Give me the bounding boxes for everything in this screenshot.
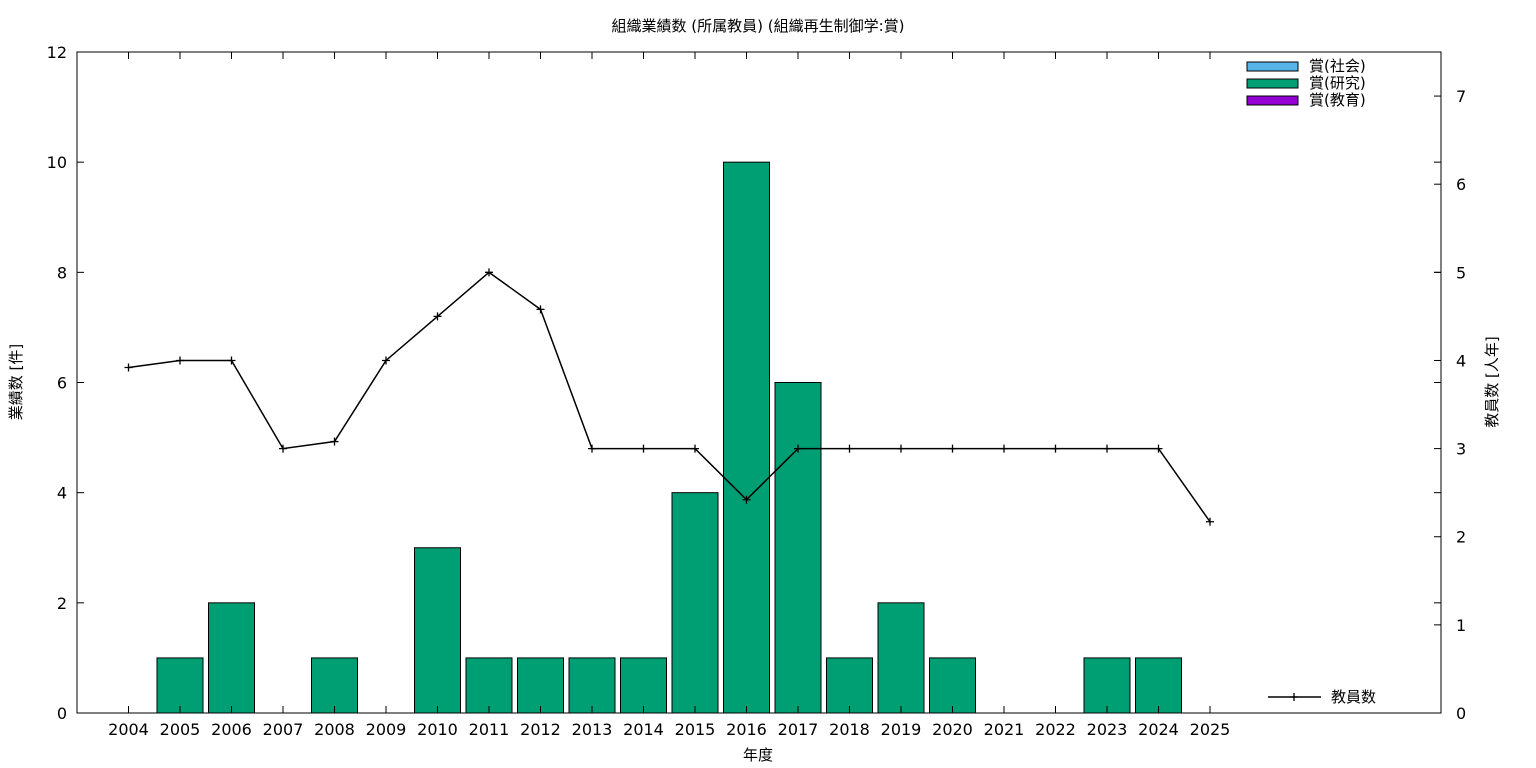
y2-tick-label: 0 [1456, 704, 1466, 723]
line-point-2005 [176, 356, 184, 365]
x-tick-label: 2019 [881, 720, 922, 739]
y2-tick-label: 2 [1456, 528, 1466, 547]
line-series-faculty [128, 271, 1211, 523]
line-point-2023 [1103, 444, 1111, 453]
line-point-2022 [1051, 444, 1060, 453]
x-tick-label: 2014 [623, 720, 664, 739]
line-point-2008 [330, 437, 339, 446]
x-tick-label: 2025 [1190, 720, 1231, 739]
y-tick-label: 8 [57, 263, 67, 282]
line-point-2013 [588, 444, 596, 453]
legend-swatch-1 [1246, 78, 1299, 89]
bar-2011-series-1 [465, 657, 513, 714]
line-point-2025 [1206, 517, 1214, 526]
legend-line-label: 教員数 [1331, 688, 1376, 706]
bar-2008-series-1 [311, 657, 358, 714]
x-tick-label: 2018 [829, 720, 870, 739]
bar-2023-series-1 [1083, 657, 1131, 714]
line-point-2007 [279, 444, 287, 453]
x-tick-label: 2005 [160, 720, 201, 739]
x-tick-label: 2024 [1138, 720, 1179, 739]
x-tick-label: 2015 [675, 720, 716, 739]
line-point-2009 [382, 356, 390, 365]
x-tick-label: 2012 [520, 720, 561, 739]
y2-tick-label: 5 [1456, 263, 1466, 282]
legend-line-marker [1290, 693, 1298, 701]
y-tick-label: 12 [47, 43, 67, 62]
line-point-2019 [897, 444, 905, 453]
x-tick-label: 2004 [108, 720, 149, 739]
bar-2017-series-1 [774, 382, 822, 714]
y2-tick-label: 3 [1456, 440, 1466, 459]
chart-title: 組織業績数 (所属教員) (組織再生制御学:賞) [612, 17, 905, 35]
bar-2019-series-1 [877, 602, 925, 714]
x-tick-label: 2016 [726, 720, 767, 739]
x-tick-label: 2013 [572, 720, 613, 739]
line-point-2024 [1154, 444, 1163, 453]
x-tick-label: 2023 [1087, 720, 1128, 739]
bar-2020-series-1 [929, 657, 976, 714]
line-point-2011 [485, 268, 493, 277]
x-tick-label: 2009 [366, 720, 407, 739]
x-tick-label: 2022 [1035, 720, 1076, 739]
bar-2014-series-1 [620, 657, 667, 714]
x-tick-label: 2007 [263, 720, 304, 739]
y2-tick-label: 6 [1456, 175, 1466, 194]
x-axis-label: 年度 [743, 746, 773, 764]
legend-label-2: 賞(教育) [1309, 91, 1366, 109]
bar-2018-series-1 [826, 657, 873, 714]
y2-axis-label: 教員数 [人年] [1483, 336, 1501, 427]
line-point-2018 [845, 444, 854, 453]
bar-2005-series-1 [156, 657, 204, 714]
y-tick-label: 6 [57, 374, 67, 393]
legend-label-1: 賞(研究) [1309, 74, 1366, 92]
line-point-2004 [124, 363, 133, 372]
bar-2013-series-1 [568, 657, 616, 714]
line-point-2021 [1000, 444, 1008, 453]
y-tick-label: 10 [47, 153, 67, 172]
x-tick-label: 2020 [932, 720, 973, 739]
line-point-2012 [536, 305, 545, 314]
y-axis-label: 業績数 [件] [7, 344, 25, 420]
y2-tick-label: 1 [1456, 616, 1466, 635]
x-tick-label: 2006 [211, 720, 252, 739]
x-tick-label: 2021 [984, 720, 1025, 739]
bar-2024-series-1 [1135, 657, 1182, 714]
line-point-2017 [794, 444, 802, 453]
line-point-2006 [227, 356, 236, 365]
x-tick-label: 2010 [417, 720, 458, 739]
y2-tick-label: 7 [1456, 87, 1466, 106]
y2-tick-label: 4 [1456, 351, 1466, 370]
y-tick-label: 0 [57, 704, 67, 723]
bar-2016-series-1 [723, 161, 770, 714]
bar-2012-series-1 [517, 657, 564, 714]
line-point-2014 [639, 444, 648, 453]
legend-label-0: 賞(社会) [1309, 57, 1366, 75]
legend-swatch-2 [1246, 95, 1299, 106]
bar-2006-series-1 [208, 602, 255, 714]
bar-2010-series-1 [414, 547, 461, 714]
line-point-2010 [433, 312, 442, 321]
y-tick-label: 2 [57, 594, 67, 613]
bar-2015-series-1 [671, 492, 719, 714]
line-point-2020 [948, 444, 957, 453]
line-point-2015 [691, 444, 699, 453]
x-tick-label: 2017 [778, 720, 819, 739]
y-tick-label: 4 [57, 484, 67, 503]
legend: 賞(社会)賞(研究)賞(教育) 教員数 [1246, 57, 1376, 706]
x-tick-label: 2008 [314, 720, 355, 739]
legend-swatch-0 [1246, 61, 1299, 72]
x-tick-label: 2011 [469, 720, 510, 739]
line-point-2016 [742, 495, 751, 504]
